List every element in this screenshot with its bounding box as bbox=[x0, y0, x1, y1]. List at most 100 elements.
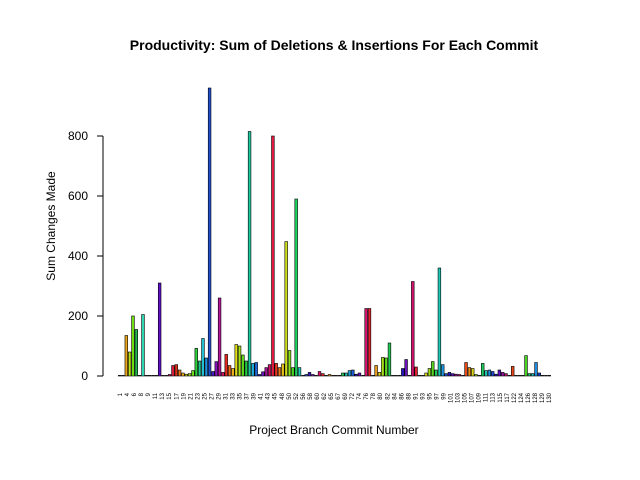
x-tick-label: 31 bbox=[223, 392, 229, 399]
x-tick-label: 6 bbox=[132, 392, 138, 396]
x-tick-label: 113 bbox=[491, 392, 497, 402]
bar bbox=[404, 359, 408, 377]
x-tick-label: 23 bbox=[195, 392, 201, 399]
bar bbox=[347, 370, 352, 377]
bar bbox=[314, 375, 318, 377]
bar bbox=[401, 368, 405, 377]
bar bbox=[481, 363, 485, 377]
bar bbox=[431, 361, 435, 377]
x-tick-label: 93 bbox=[420, 392, 426, 399]
bar bbox=[147, 375, 152, 377]
bar bbox=[287, 350, 292, 377]
bar bbox=[184, 373, 188, 377]
bar bbox=[484, 370, 488, 377]
bar bbox=[477, 375, 482, 377]
bar bbox=[127, 351, 132, 377]
bar bbox=[521, 375, 525, 377]
bar bbox=[224, 354, 228, 377]
x-tick-label: 67 bbox=[336, 392, 342, 399]
bar bbox=[374, 365, 378, 377]
bar bbox=[121, 375, 125, 377]
x-tick-label: 86 bbox=[399, 392, 405, 399]
bar bbox=[267, 364, 272, 377]
bar bbox=[294, 198, 298, 377]
x-tick-label: 69 bbox=[343, 392, 349, 399]
bar bbox=[177, 369, 182, 377]
bar bbox=[194, 348, 198, 377]
bar bbox=[271, 135, 275, 377]
bar bbox=[514, 375, 518, 377]
x-tick-label: 39 bbox=[252, 392, 258, 399]
bar bbox=[137, 375, 142, 377]
bar bbox=[257, 374, 262, 377]
bar bbox=[397, 375, 402, 377]
bar bbox=[301, 375, 305, 377]
bar bbox=[317, 371, 322, 377]
x-tick-label: 13 bbox=[160, 392, 166, 399]
x-tick-label: 43 bbox=[266, 392, 272, 399]
bar bbox=[304, 374, 308, 377]
x-tick-label: 29 bbox=[216, 392, 222, 399]
bar bbox=[197, 360, 202, 377]
bar bbox=[297, 367, 302, 377]
x-tick-label: 78 bbox=[371, 392, 377, 399]
x-tick-label: 58 bbox=[308, 392, 314, 399]
bar bbox=[321, 373, 325, 377]
bar bbox=[411, 281, 415, 377]
y-tick-label: 200 bbox=[68, 309, 88, 323]
bar bbox=[504, 373, 508, 377]
x-tick-label: 115 bbox=[498, 392, 504, 402]
bar bbox=[501, 372, 505, 377]
x-tick-label: 33 bbox=[231, 392, 237, 399]
x-tick-label: 62 bbox=[322, 392, 328, 399]
bar bbox=[247, 131, 252, 377]
x-tick-label: 15 bbox=[167, 392, 173, 399]
y-tick-label: 400 bbox=[68, 249, 88, 263]
x-tick-label: 97 bbox=[434, 392, 440, 399]
x-tick-label: 122 bbox=[512, 392, 518, 403]
bar bbox=[231, 368, 235, 377]
x-tick-label: 88 bbox=[406, 392, 412, 399]
bars bbox=[118, 87, 551, 377]
bar bbox=[451, 373, 455, 377]
bar bbox=[351, 369, 355, 377]
bar bbox=[171, 365, 175, 377]
bar bbox=[474, 374, 478, 377]
bar bbox=[237, 345, 242, 377]
bar bbox=[534, 362, 538, 377]
x-tick-label: 45 bbox=[273, 392, 279, 399]
x-tick-label: 130 bbox=[547, 392, 553, 403]
bar bbox=[427, 368, 432, 377]
x-tick-label: 99 bbox=[442, 392, 448, 399]
bar bbox=[241, 354, 245, 377]
x-tick-label: 124 bbox=[519, 392, 525, 403]
bar bbox=[207, 87, 212, 377]
bar bbox=[367, 308, 372, 377]
bar bbox=[204, 357, 208, 377]
x-tick-label: 37 bbox=[245, 392, 251, 399]
bar bbox=[394, 375, 398, 377]
bar bbox=[254, 362, 258, 377]
bar bbox=[447, 372, 452, 377]
bar bbox=[187, 373, 192, 377]
bar bbox=[541, 375, 545, 377]
x-tick-label: 80 bbox=[378, 392, 384, 399]
bar bbox=[311, 374, 315, 377]
x-axis-tick-labels: 1 4 6 8 9 11 13 15 17 19 21 23 25 27 29 31 33 35 37 39 41 43 4… bbox=[118, 392, 553, 403]
x-tick-label: 101 bbox=[449, 392, 455, 403]
chart-title: Productivity: Sum of Deletions & Inserti… bbox=[130, 37, 539, 53]
bar bbox=[424, 372, 428, 377]
x-tick-label: 95 bbox=[427, 392, 433, 399]
x-tick-label: 126 bbox=[526, 392, 532, 403]
x-tick-label: 109 bbox=[477, 392, 483, 403]
bar bbox=[441, 364, 445, 377]
bar bbox=[454, 373, 458, 377]
bar bbox=[284, 241, 288, 377]
x-tick-label: 105 bbox=[463, 392, 469, 403]
bar bbox=[221, 372, 225, 377]
bar bbox=[154, 375, 158, 377]
bar bbox=[377, 372, 382, 377]
bar bbox=[421, 375, 425, 377]
x-tick-label: 35 bbox=[238, 392, 244, 399]
